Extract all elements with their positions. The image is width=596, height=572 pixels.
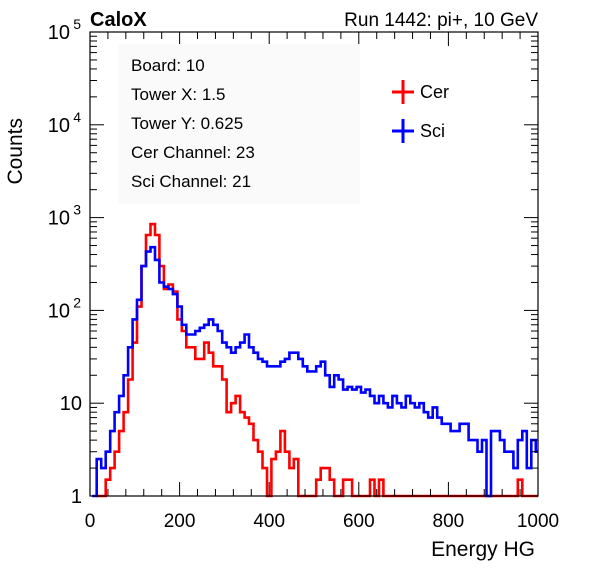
info-board: Board: 10: [131, 56, 205, 75]
x-axis-label: Energy HG: [431, 538, 535, 561]
brand-label: CaloX: [90, 9, 147, 31]
y-tick-exponent: 4: [73, 109, 81, 125]
info-box: Board: 10 Tower X: 1.5 Tower Y: 0.625 Ce…: [118, 44, 360, 204]
y-tick-exponent: 3: [73, 202, 81, 218]
x-tick-label: 0: [85, 511, 96, 532]
y-tick-exponent: 5: [73, 16, 81, 32]
info-cer-channel: Cer Channel: 23: [131, 143, 255, 162]
y-tick-label: 1: [71, 486, 82, 508]
y-tick-label: 10: [48, 300, 70, 322]
x-tick-label: 400: [253, 511, 285, 532]
x-tick-label: 200: [164, 511, 196, 532]
y-tick-label: 10: [48, 115, 70, 137]
y-tick-label: 10: [60, 393, 82, 415]
legend-label-sci: Sci: [420, 121, 445, 141]
run-label: Run 1442: pi+, 10 GeV: [344, 10, 538, 31]
info-tower-y: Tower Y: 0.625: [131, 114, 243, 133]
y-tick-label: 10: [48, 208, 70, 230]
x-tick-label: 800: [433, 511, 465, 532]
x-axis: 0 200 400 600 800 1000: [85, 32, 559, 532]
x-tick-label: 1000: [517, 511, 559, 532]
legend: Cer Sci: [392, 80, 449, 143]
y-tick-label: 10: [48, 22, 70, 44]
series-sci-line: [92, 245, 538, 498]
legend-item-cer: Cer: [392, 80, 449, 104]
legend-item-sci: Sci: [392, 119, 445, 143]
legend-label-cer: Cer: [420, 82, 449, 102]
info-tower-x: Tower X: 1.5: [131, 85, 226, 104]
x-tick-label: 600: [343, 511, 375, 532]
info-sci-channel: Sci Channel: 21: [131, 172, 251, 191]
y-tick-exponent: 2: [73, 294, 81, 310]
y-axis-label: Counts: [4, 118, 27, 185]
plot-frame: [89, 31, 539, 497]
